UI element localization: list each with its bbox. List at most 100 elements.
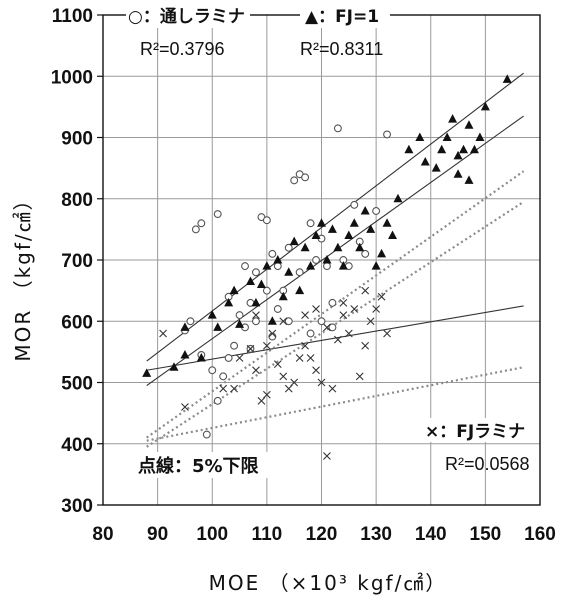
cross-point bbox=[220, 385, 227, 392]
triangle-point bbox=[459, 145, 468, 154]
triangle-point bbox=[366, 224, 375, 233]
triangle-point bbox=[475, 133, 484, 142]
x-axis-label: MOE （×10³ kgf/㎠） bbox=[209, 571, 448, 595]
x-tick-label: 90 bbox=[147, 524, 168, 545]
y-axis-label: MOR （kgf/㎠） bbox=[11, 188, 35, 361]
y-tick-label: 700 bbox=[61, 251, 93, 272]
open-circle-point bbox=[329, 299, 336, 306]
open-circle-point bbox=[192, 226, 199, 233]
triangle-point bbox=[350, 218, 359, 227]
triangle-point bbox=[432, 163, 441, 172]
y-tick-label: 600 bbox=[61, 312, 93, 333]
open-circle-point bbox=[285, 244, 292, 251]
triangle-point bbox=[301, 243, 310, 252]
data-points bbox=[142, 74, 512, 459]
x-tick-label: 140 bbox=[415, 524, 447, 545]
triangle-point bbox=[454, 169, 463, 178]
triangle-point bbox=[372, 261, 381, 270]
cross-point bbox=[323, 453, 330, 460]
y-tick-label: 300 bbox=[61, 496, 93, 517]
triangle-point bbox=[262, 261, 271, 270]
cross-point bbox=[313, 306, 320, 313]
cross-point bbox=[356, 373, 363, 380]
triangle-point bbox=[383, 218, 392, 227]
open-circle-point bbox=[253, 269, 260, 276]
cross-point bbox=[384, 330, 391, 337]
open-circle-point bbox=[209, 367, 216, 374]
y-tick-label: 400 bbox=[61, 435, 93, 456]
triangle-point bbox=[404, 145, 413, 154]
cross-point bbox=[181, 404, 188, 411]
x-tick-label: 130 bbox=[360, 524, 392, 545]
open-circle-point bbox=[269, 250, 276, 257]
cross-point bbox=[329, 385, 336, 392]
legend-open-circle: ○：通しラミナ bbox=[128, 7, 245, 27]
x-tick-label: 80 bbox=[92, 524, 113, 545]
triangle-point bbox=[437, 145, 446, 154]
cross-point bbox=[340, 299, 347, 306]
triangle-point bbox=[213, 322, 222, 331]
triangle-point bbox=[344, 231, 353, 240]
triangle-point bbox=[235, 319, 244, 328]
open-circle-point bbox=[236, 312, 243, 319]
open-circle-point bbox=[274, 263, 281, 270]
triangle-point bbox=[393, 194, 402, 203]
triangle-point bbox=[208, 310, 217, 319]
open-circle-point bbox=[198, 220, 205, 227]
triangle-point bbox=[279, 292, 288, 301]
x-tick-label: 120 bbox=[306, 524, 338, 545]
triangle-point bbox=[421, 157, 430, 166]
regression-line bbox=[147, 73, 524, 361]
cross-point bbox=[236, 355, 243, 362]
open-circle-point bbox=[296, 269, 303, 276]
r2-cross: R²=0.0568 bbox=[445, 454, 530, 474]
open-circle-point bbox=[324, 263, 331, 270]
cross-point bbox=[340, 312, 347, 319]
open-circle-point bbox=[384, 131, 391, 138]
triangle-point bbox=[464, 175, 473, 184]
open-circle-point bbox=[313, 257, 320, 264]
triangle-point bbox=[503, 74, 512, 83]
triangle-point bbox=[361, 206, 370, 215]
cross-point bbox=[362, 342, 369, 349]
open-circle-point bbox=[263, 217, 270, 224]
legend-triangle: ▲：FJ=1 bbox=[305, 7, 379, 27]
open-circle-point bbox=[351, 201, 358, 208]
r2-triangle: R²=0.8311 bbox=[300, 39, 383, 59]
cross-point bbox=[160, 330, 167, 337]
y-tick-label: 900 bbox=[61, 129, 93, 150]
cross-point bbox=[362, 287, 369, 294]
triangle-point bbox=[257, 280, 266, 289]
cross-point bbox=[307, 355, 314, 362]
y-tick-label: 1100 bbox=[52, 6, 93, 27]
open-circle-point bbox=[302, 174, 309, 181]
y-tick-label: 500 bbox=[61, 374, 93, 395]
open-circle-point bbox=[307, 220, 314, 227]
triangle-point bbox=[284, 267, 293, 276]
open-circle-point bbox=[231, 342, 238, 349]
cross-point bbox=[231, 385, 238, 392]
open-circle-point bbox=[373, 208, 380, 215]
triangle-point bbox=[230, 286, 239, 295]
open-circle-point bbox=[203, 431, 210, 438]
open-circle-point bbox=[220, 373, 227, 380]
triangle-point bbox=[224, 298, 233, 307]
triangle-point bbox=[268, 316, 277, 325]
lower-limit-line bbox=[147, 202, 524, 447]
triangle-point bbox=[388, 231, 397, 240]
triangle-point bbox=[317, 218, 326, 227]
x-tick-label: 110 bbox=[252, 524, 283, 545]
x-tick-label: 160 bbox=[524, 524, 556, 545]
triangle-point bbox=[448, 114, 457, 123]
open-circle-point bbox=[253, 318, 260, 325]
y-tick-label: 1000 bbox=[51, 67, 93, 88]
open-circle-point bbox=[225, 355, 232, 362]
lower-limit-note: 点線：5%下限 bbox=[138, 455, 260, 477]
triangle-point bbox=[328, 224, 337, 233]
cross-point bbox=[302, 312, 309, 319]
cross-point bbox=[313, 367, 320, 374]
open-circle-point bbox=[334, 125, 341, 132]
open-circle-point bbox=[187, 318, 194, 325]
triangle-point bbox=[464, 120, 473, 129]
